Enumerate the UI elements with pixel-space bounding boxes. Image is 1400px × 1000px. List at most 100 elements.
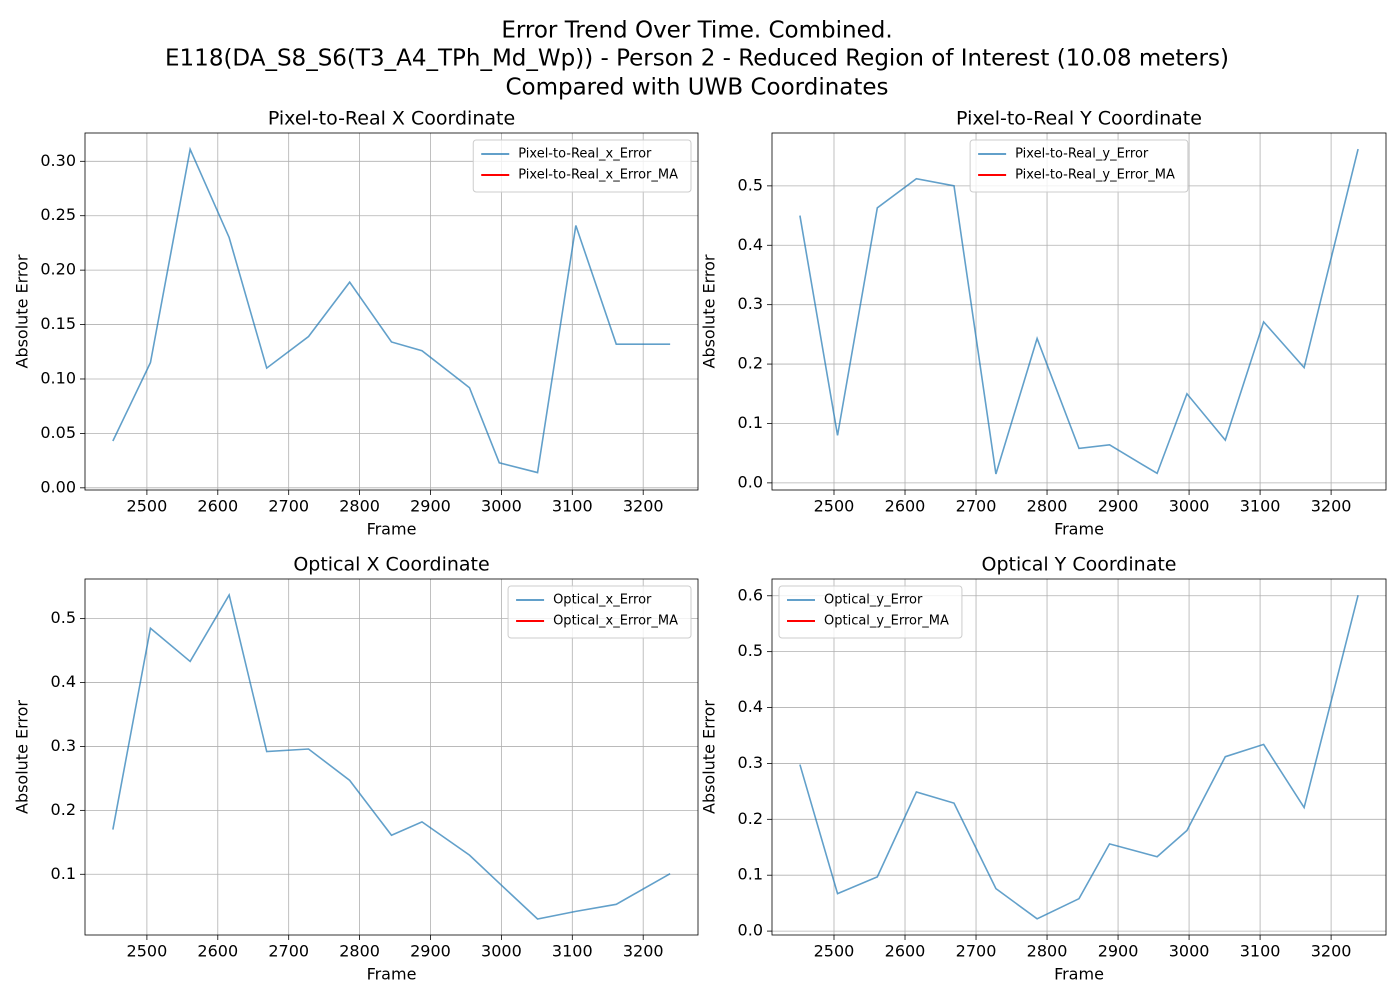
series-line	[799, 595, 1359, 920]
y-tick-label: 0.3	[51, 736, 76, 755]
legend: Optical_x_Error Optical_x_Error_MA	[507, 585, 692, 639]
axes-frame	[84, 578, 699, 936]
y-tick-label: 0.3	[738, 753, 763, 772]
y-tick-label: 0.2	[738, 809, 763, 828]
y-axis-label: Absolute Error	[13, 254, 32, 368]
x-tick-label: 3000	[1169, 942, 1210, 961]
x-tick-label: 2900	[410, 942, 451, 961]
x-tick-label: 2500	[814, 942, 855, 961]
legend-label: Pixel-to-Real_x_Error_MA	[518, 168, 678, 183]
axes-frame	[771, 132, 1387, 491]
y-tick-label: 0.2	[51, 800, 76, 819]
x-tick-label: 3000	[481, 942, 522, 961]
y-tick-label: 0.0	[738, 472, 763, 491]
subplot: 2500 2600 2700 2800 2900 3000 3100 3200 0.0 0.1 0.…	[700, 108, 1387, 539]
subplot-title: Optical X Coordinate	[293, 554, 489, 576]
x-tick-label: 3100	[1240, 497, 1281, 516]
subplot-title: Pixel-to-Real Y Coordinate	[956, 108, 1202, 130]
x-tick-label: 2800	[339, 497, 380, 516]
x-tick-label: 2800	[1027, 942, 1068, 961]
series-line	[112, 146, 671, 474]
y-tick-label: 0.5	[51, 608, 76, 627]
legend-frame	[472, 139, 692, 193]
x-tick-label: 2900	[1098, 942, 1139, 961]
y-tick-label: 0.15	[40, 314, 76, 333]
y-tick-label: 0.5	[738, 175, 763, 194]
x-tick-label: 2700	[268, 942, 309, 961]
legend-label: Optical_y_Error	[824, 593, 923, 608]
legend-label: Pixel-to-Real_y_Error	[1015, 147, 1149, 162]
y-tick-label: 0.5	[738, 641, 763, 660]
series-line	[799, 148, 1359, 475]
y-tick-label: 0.4	[738, 235, 763, 254]
x-tick-label: 2600	[885, 942, 926, 961]
x-tick-label: 2600	[197, 942, 238, 961]
axes-frame	[771, 578, 1387, 936]
legend-label: Optical_x_Error	[553, 593, 652, 608]
x-tick-label: 2700	[956, 942, 997, 961]
subplot-title: Pixel-to-Real X Coordinate	[268, 108, 515, 130]
suptitle: E118(DA_S8_S6(T3_A4_TPh_Md_Wp)) - Person…	[165, 46, 1229, 72]
y-tick-label: 0.4	[738, 697, 763, 716]
x-tick-label: 2700	[268, 497, 309, 516]
x-tick-label: 2900	[1098, 497, 1139, 516]
series-line	[112, 592, 671, 920]
subplot: 2500 2600 2700 2800 2900 3000 3100 3200 0.0 0.1 0.…	[700, 554, 1387, 984]
legend: Optical_y_Error Optical_y_Error_MA	[778, 585, 963, 639]
x-tick-label: 2800	[339, 942, 380, 961]
y-tick-label: 0.6	[738, 585, 763, 604]
legend: Pixel-to-Real_x_Error Pixel-to-Real_x_Err…	[472, 139, 692, 193]
legend-label: Optical_y_Error_MA	[824, 614, 949, 629]
x-axis-label: Frame	[1054, 965, 1104, 984]
y-tick-label: 0.4	[51, 672, 76, 691]
axes-frame	[84, 132, 699, 491]
legend-label: Optical_x_Error_MA	[553, 614, 678, 629]
x-tick-label: 3100	[552, 942, 593, 961]
x-tick-label: 3200	[623, 497, 664, 516]
x-tick-label: 2700	[956, 497, 997, 516]
legend: Pixel-to-Real_y_Error Pixel-to-Real_y_Err…	[969, 139, 1189, 193]
plot-area	[799, 595, 1359, 920]
x-tick-label: 3100	[552, 497, 593, 516]
legend-frame	[969, 139, 1189, 193]
x-tick-label: 2900	[410, 497, 451, 516]
y-axis-label: Absolute Error	[700, 700, 719, 814]
y-tick-label: 0.0	[738, 921, 763, 940]
x-tick-label: 3200	[1311, 497, 1352, 516]
y-tick-label: 0.20	[40, 260, 76, 279]
y-tick-label: 0.05	[40, 423, 76, 442]
y-tick-label: 0.00	[40, 477, 76, 496]
suptitle: Error Trend Over Time. Combined.	[501, 18, 892, 44]
y-tick-label: 0.1	[738, 865, 763, 884]
y-tick-label: 0.30	[40, 151, 76, 170]
subplot: 2500 2600 2700 2800 2900 3000 3100 3200 0.00 0.05…	[13, 108, 699, 539]
y-tick-label: 0.10	[40, 368, 76, 387]
subplot-title: Optical Y Coordinate	[982, 554, 1177, 576]
x-tick-label: 3000	[481, 497, 522, 516]
x-tick-label: 2500	[127, 942, 168, 961]
x-tick-label: 3000	[1169, 497, 1210, 516]
x-axis-label: Frame	[367, 520, 417, 539]
x-axis-label: Frame	[367, 965, 417, 984]
y-tick-label: 0.3	[738, 294, 763, 313]
plot-area	[112, 146, 671, 474]
x-tick-label: 2800	[1027, 497, 1068, 516]
legend-label: Pixel-to-Real_x_Error	[518, 147, 652, 162]
y-axis-label: Absolute Error	[13, 700, 32, 814]
x-tick-label: 3100	[1240, 942, 1281, 961]
y-tick-label: 0.1	[51, 864, 76, 883]
x-tick-label: 2500	[814, 497, 855, 516]
x-tick-label: 2600	[885, 497, 926, 516]
legend-frame	[778, 585, 963, 639]
plot-area	[799, 148, 1359, 475]
suptitle: Compared with UWB Coordinates	[505, 75, 888, 101]
x-tick-label: 2500	[127, 497, 168, 516]
x-tick-label: 3200	[1311, 942, 1352, 961]
x-axis-label: Frame	[1054, 520, 1104, 539]
y-tick-label: 0.25	[40, 205, 76, 224]
x-tick-label: 2600	[197, 497, 238, 516]
subplot: 2500 2600 2700 2800 2900 3000 3100 3200 0.1 0.2 0.…	[13, 554, 699, 984]
plot-area	[112, 592, 671, 920]
legend-label: Pixel-to-Real_y_Error_MA	[1015, 168, 1175, 183]
